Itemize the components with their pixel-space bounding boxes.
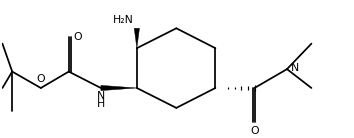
Text: N
H: N H <box>97 91 105 109</box>
Text: O: O <box>250 126 259 136</box>
Polygon shape <box>101 85 137 91</box>
Text: O: O <box>36 75 45 84</box>
Text: N: N <box>291 63 299 73</box>
Text: O: O <box>73 32 82 42</box>
Text: H₂N: H₂N <box>113 15 133 26</box>
Polygon shape <box>134 28 139 48</box>
